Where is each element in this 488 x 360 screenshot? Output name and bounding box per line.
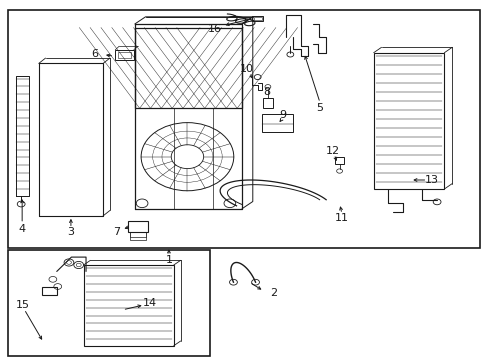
Bar — [373, 53, 444, 189]
Bar — [8, 10, 479, 248]
Text: 1: 1 — [165, 255, 172, 265]
Bar — [252, 16, 263, 22]
Text: 5: 5 — [316, 103, 323, 113]
Text: 2: 2 — [270, 288, 277, 298]
Bar — [128, 221, 148, 232]
Text: 10: 10 — [239, 64, 253, 74]
Text: 4: 4 — [19, 224, 26, 234]
Text: 15: 15 — [16, 300, 30, 310]
Text: 13: 13 — [424, 175, 438, 185]
Text: 9: 9 — [278, 110, 285, 120]
Bar — [130, 237, 146, 240]
Text: 12: 12 — [325, 145, 340, 156]
Text: 6: 6 — [91, 49, 98, 59]
Bar — [334, 157, 344, 164]
Bar — [8, 250, 210, 356]
Bar — [253, 17, 261, 21]
Text: 7: 7 — [113, 227, 120, 237]
Text: 11: 11 — [334, 213, 348, 223]
Text: 8: 8 — [263, 87, 269, 97]
Bar — [261, 114, 293, 132]
Bar — [42, 287, 57, 295]
Text: 16: 16 — [208, 24, 222, 34]
Bar — [118, 52, 131, 58]
Bar — [262, 98, 273, 108]
Text: 14: 14 — [142, 298, 156, 308]
Bar — [83, 265, 173, 346]
Text: 3: 3 — [67, 227, 74, 237]
Bar — [135, 28, 242, 108]
Bar — [115, 50, 134, 60]
